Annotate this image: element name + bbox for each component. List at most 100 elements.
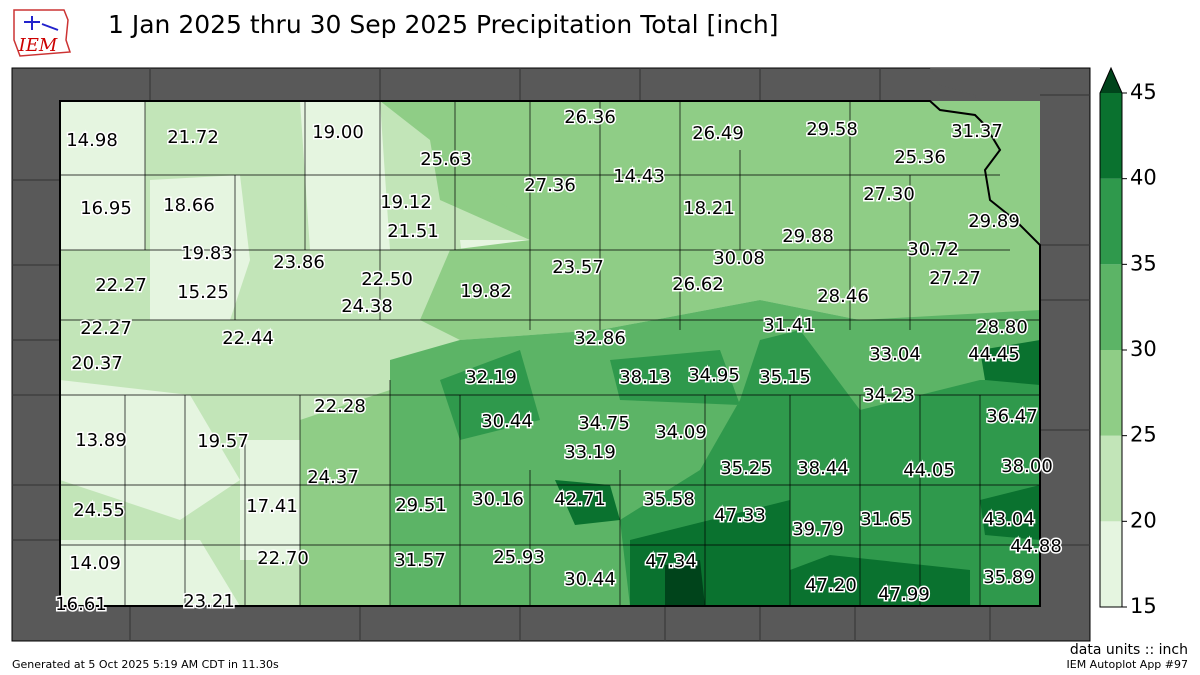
station-value: 20.37	[71, 353, 123, 374]
colorbar-tick-label: 40	[1130, 166, 1157, 190]
station-value: 34.95	[688, 365, 740, 386]
station-value: 31.65	[860, 509, 912, 530]
station-value: 27.36	[524, 175, 576, 196]
station-value: 14.09	[69, 553, 121, 574]
station-value: 28.46	[817, 286, 869, 307]
station-value: 22.28	[314, 396, 366, 417]
county-lines	[60, 101, 1040, 606]
logo: IEM	[13, 9, 72, 57]
station-value: 44.05	[903, 460, 955, 481]
colorbar-outline	[1099, 66, 1123, 608]
station-value: 34.23	[863, 385, 915, 406]
station-value: 27.30	[863, 184, 915, 205]
station-value: 47.33	[714, 505, 766, 526]
station-value: 23.21	[183, 591, 235, 612]
station-value: 23.57	[552, 257, 604, 278]
station-value: 44.88	[1010, 536, 1062, 557]
station-value: 22.27	[95, 275, 147, 296]
colorbar-tick-label: 15	[1130, 594, 1157, 618]
station-value: 31.57	[394, 550, 446, 571]
colorbar-tick-label: 30	[1130, 337, 1157, 361]
station-value: 29.51	[395, 495, 447, 516]
station-value: 16.95	[80, 198, 132, 219]
station-value: 34.75	[578, 413, 630, 434]
colorbar-bin	[1100, 350, 1122, 436]
station-value: 47.20	[805, 575, 857, 596]
contour-fill	[665, 560, 705, 606]
station-value: 17.41	[246, 496, 298, 517]
station-value: 35.25	[720, 458, 772, 479]
station-value: 38.13	[619, 367, 671, 388]
colorbar: 15 20 25 30 35 40 45	[1099, 66, 1157, 618]
station-value: 22.44	[222, 328, 274, 349]
station-value: 30.44	[481, 411, 533, 432]
station-value: 13.89	[75, 430, 127, 451]
station-labels: 14.98 21.72 19.00 25.63 26.36 26.49 29.58 31.37…	[54, 106, 1064, 617]
colorbar-tick-label: 35	[1130, 251, 1157, 275]
station-value: 28.80	[976, 317, 1028, 338]
units-label: data units :: inch	[1070, 642, 1188, 658]
station-value: 33.04	[869, 344, 921, 365]
station-value: 44.45	[968, 344, 1020, 365]
station-value: 19.82	[460, 281, 512, 302]
station-value: 25.93	[493, 547, 545, 568]
station-value: 26.49	[692, 123, 744, 144]
station-value: 43.04	[983, 509, 1035, 530]
station-value: 36.47	[986, 406, 1038, 427]
contour-fill	[60, 101, 740, 606]
station-value: 27.27	[929, 268, 981, 289]
station-value: 32.86	[574, 328, 626, 349]
colorbar-bin	[1100, 93, 1122, 179]
station-value: 34.09	[655, 422, 707, 443]
station-value: 24.38	[341, 296, 393, 317]
generated-note: Generated at 5 Oct 2025 5:19 AM CDT in 1…	[12, 658, 279, 671]
logo-text: IEM	[18, 35, 58, 56]
contour-fill	[440, 330, 1040, 606]
contour-fill	[555, 340, 1040, 606]
station-value: 19.00	[312, 122, 364, 143]
station-value: 16.61	[55, 594, 107, 615]
colorbar-tick-label: 20	[1130, 508, 1157, 532]
station-value: 47.34	[645, 551, 697, 572]
station-value: 21.72	[167, 127, 219, 148]
station-value: 30.16	[472, 489, 524, 510]
station-value: 18.21	[683, 198, 735, 219]
neighbor-borders	[12, 68, 1090, 641]
station-value: 33.19	[564, 442, 616, 463]
station-value: 22.50	[361, 269, 413, 290]
station-value: 29.88	[782, 226, 834, 247]
station-value: 21.51	[387, 221, 439, 242]
colorbar-bin	[1100, 521, 1122, 607]
station-value: 19.57	[197, 431, 249, 452]
station-value: 14.98	[66, 130, 118, 151]
colorbar-bin	[1100, 435, 1122, 522]
station-value: 15.25	[177, 282, 229, 303]
station-value: 30.08	[713, 248, 765, 269]
station-value: 39.79	[792, 519, 844, 540]
state-border	[59, 100, 1041, 607]
station-value: 35.15	[759, 367, 811, 388]
title: 1 Jan 2025 thru 30 Sep 2025 Precipitatio…	[108, 10, 778, 39]
station-value: 31.37	[951, 121, 1003, 142]
station-value: 30.44	[564, 569, 616, 590]
station-value: 19.12	[380, 192, 432, 213]
station-value: 38.44	[797, 458, 849, 479]
station-value: 26.36	[564, 107, 616, 128]
contours	[60, 101, 1040, 606]
station-value: 30.72	[907, 239, 959, 260]
station-value: 14.43	[613, 166, 665, 187]
station-value: 35.58	[643, 489, 695, 510]
app-note: IEM Autoplot App #97	[1067, 658, 1189, 671]
colorbar-tick-label: 25	[1130, 423, 1157, 447]
station-value: 25.63	[420, 149, 472, 170]
station-value: 26.62	[672, 274, 724, 295]
station-value: 22.27	[80, 318, 132, 339]
station-value: 35.89	[983, 567, 1035, 588]
station-value: 18.66	[163, 195, 215, 216]
station-value: 24.55	[73, 500, 125, 521]
contour-fill	[480, 170, 590, 215]
station-value: 29.89	[968, 211, 1020, 232]
station-value: 29.58	[806, 119, 858, 140]
station-value: 38.00	[1001, 456, 1053, 477]
